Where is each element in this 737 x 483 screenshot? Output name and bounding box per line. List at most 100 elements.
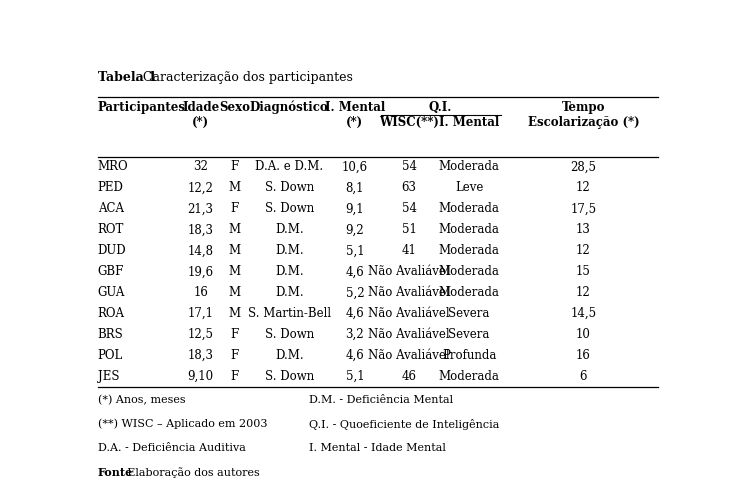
Text: S. Down: S. Down [265,182,314,195]
Text: Profunda: Profunda [442,349,496,362]
Text: 9,2: 9,2 [346,223,364,236]
Text: 32: 32 [193,160,208,173]
Text: Não Avaliável: Não Avaliável [368,307,450,320]
Text: Q.I.: Q.I. [429,101,453,114]
Text: F: F [231,160,239,173]
Text: Participantes: Participantes [98,101,186,114]
Text: BRS: BRS [98,328,124,341]
Text: (*): (*) [346,116,363,129]
Text: M: M [229,244,241,257]
Text: 46: 46 [402,370,416,383]
Text: 5,1: 5,1 [346,244,364,257]
Text: 17,1: 17,1 [188,307,214,320]
Text: D.M.: D.M. [275,244,304,257]
Text: POL: POL [98,349,123,362]
Text: Não Avaliável: Não Avaliável [368,286,450,299]
Text: 15: 15 [576,265,591,278]
Text: Moderada: Moderada [439,286,500,299]
Text: 16: 16 [193,286,208,299]
Text: . Caracterização dos participantes: . Caracterização dos participantes [135,71,353,84]
Text: I. Mental: I. Mental [439,116,499,129]
Text: M: M [229,223,241,236]
Text: 3,2: 3,2 [346,328,364,341]
Text: F: F [231,349,239,362]
Text: (**) WISC – Aplicado em 2003: (**) WISC – Aplicado em 2003 [98,419,268,429]
Text: 5,1: 5,1 [346,370,364,383]
Text: 19,6: 19,6 [188,265,214,278]
Text: Não Avaliável: Não Avaliável [368,265,450,278]
Text: 12: 12 [576,244,591,257]
Text: PED: PED [98,182,124,195]
Text: M: M [229,265,241,278]
Text: 12: 12 [576,286,591,299]
Text: F: F [231,328,239,341]
Text: Diagnóstico: Diagnóstico [250,101,329,114]
Text: 18,3: 18,3 [188,349,214,362]
Text: D.M.: D.M. [275,265,304,278]
Text: 4,6: 4,6 [346,265,364,278]
Text: S. Down: S. Down [265,328,314,341]
Text: ACA: ACA [98,202,124,215]
Text: 54: 54 [402,202,416,215]
Text: 9,1: 9,1 [346,202,364,215]
Text: 9,10: 9,10 [188,370,214,383]
Text: S. Down: S. Down [265,370,314,383]
Text: 54: 54 [402,160,416,173]
Text: D.M.: D.M. [275,349,304,362]
Text: GUA: GUA [98,286,125,299]
Text: ROT: ROT [98,223,125,236]
Text: 51: 51 [402,223,416,236]
Text: WISC(**): WISC(**) [380,116,439,129]
Text: I. Mental: I. Mental [325,101,385,114]
Text: Moderada: Moderada [439,244,500,257]
Text: 10: 10 [576,328,591,341]
Text: Moderada: Moderada [439,265,500,278]
Text: Moderada: Moderada [439,202,500,215]
Text: Moderada: Moderada [439,223,500,236]
Text: Tabela 1: Tabela 1 [98,71,157,84]
Text: M: M [229,307,241,320]
Text: M: M [229,182,241,195]
Text: Severa: Severa [448,307,490,320]
Text: S. Martin-Bell: S. Martin-Bell [248,307,331,320]
Text: 5,2: 5,2 [346,286,364,299]
Text: Tempo
Escolarização (*): Tempo Escolarização (*) [528,101,639,129]
Text: Leve: Leve [455,182,483,195]
Text: 13: 13 [576,223,591,236]
Text: 28,5: 28,5 [570,160,596,173]
Text: F: F [231,370,239,383]
Text: (*): (*) [192,116,209,129]
Text: 14,8: 14,8 [188,244,214,257]
Text: 14,5: 14,5 [570,307,596,320]
Text: Moderada: Moderada [439,160,500,173]
Text: Moderada: Moderada [439,370,500,383]
Text: ROA: ROA [98,307,125,320]
Text: I. Mental - Idade Mental: I. Mental - Idade Mental [310,443,446,453]
Text: 18,3: 18,3 [188,223,214,236]
Text: M: M [229,286,241,299]
Text: 12,2: 12,2 [188,182,214,195]
Text: F: F [231,202,239,215]
Text: D.M.: D.M. [275,223,304,236]
Text: : Elaboração dos autores: : Elaboração dos autores [119,467,259,478]
Text: Severa: Severa [448,328,490,341]
Text: Idade: Idade [182,101,220,114]
Text: Não Avaliável: Não Avaliável [368,349,450,362]
Text: MRO: MRO [98,160,128,173]
Text: 4,6: 4,6 [346,307,364,320]
Text: Sexo: Sexo [220,101,251,114]
Text: 41: 41 [402,244,416,257]
Text: 4,6: 4,6 [346,349,364,362]
Text: S. Down: S. Down [265,202,314,215]
Text: 21,3: 21,3 [188,202,214,215]
Text: D.A. e D.M.: D.A. e D.M. [255,160,324,173]
Text: JES: JES [98,370,119,383]
Text: 8,1: 8,1 [346,182,364,195]
Text: 17,5: 17,5 [570,202,596,215]
Text: 10,6: 10,6 [342,160,368,173]
Text: Fonte: Fonte [98,467,133,478]
Text: 16: 16 [576,349,591,362]
Text: DUD: DUD [98,244,127,257]
Text: D.A. - Deficiência Auditiva: D.A. - Deficiência Auditiva [98,443,245,453]
Text: D.M.: D.M. [275,286,304,299]
